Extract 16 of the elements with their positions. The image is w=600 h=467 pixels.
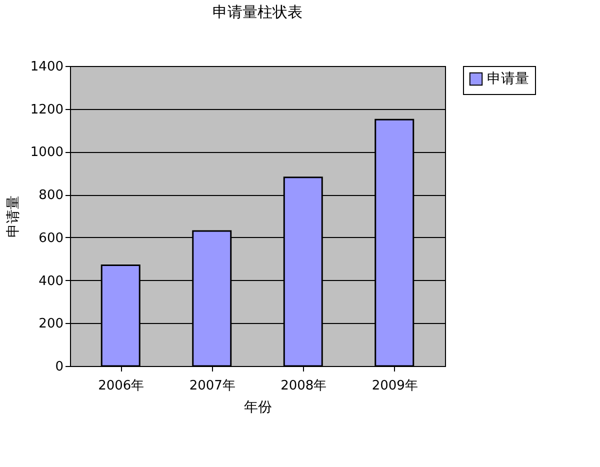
y-tick-label: 1200 <box>30 102 64 118</box>
x-tick-label: 2008年 <box>280 378 327 394</box>
x-tick-label: 2007年 <box>189 378 236 394</box>
x-tick-label: 2009年 <box>372 378 418 394</box>
y-tick-label: 0 <box>55 360 64 374</box>
y-tick-label: 600 <box>38 230 64 246</box>
y-tick-label: 400 <box>38 274 64 289</box>
y-tick-label: 200 <box>38 316 64 332</box>
y-tick-label: 1400 <box>30 60 64 74</box>
y-tick-label: 1000 <box>30 145 64 160</box>
chart-title: 申请量柱状表 <box>212 3 302 21</box>
legend-label: 申请量 <box>487 71 529 87</box>
x-tick-label: 2006年 <box>98 378 144 394</box>
y-axis-title: 申请量 <box>5 196 22 238</box>
x-axis-title: 年份 <box>244 400 272 416</box>
y-tick-label: 800 <box>38 188 64 204</box>
